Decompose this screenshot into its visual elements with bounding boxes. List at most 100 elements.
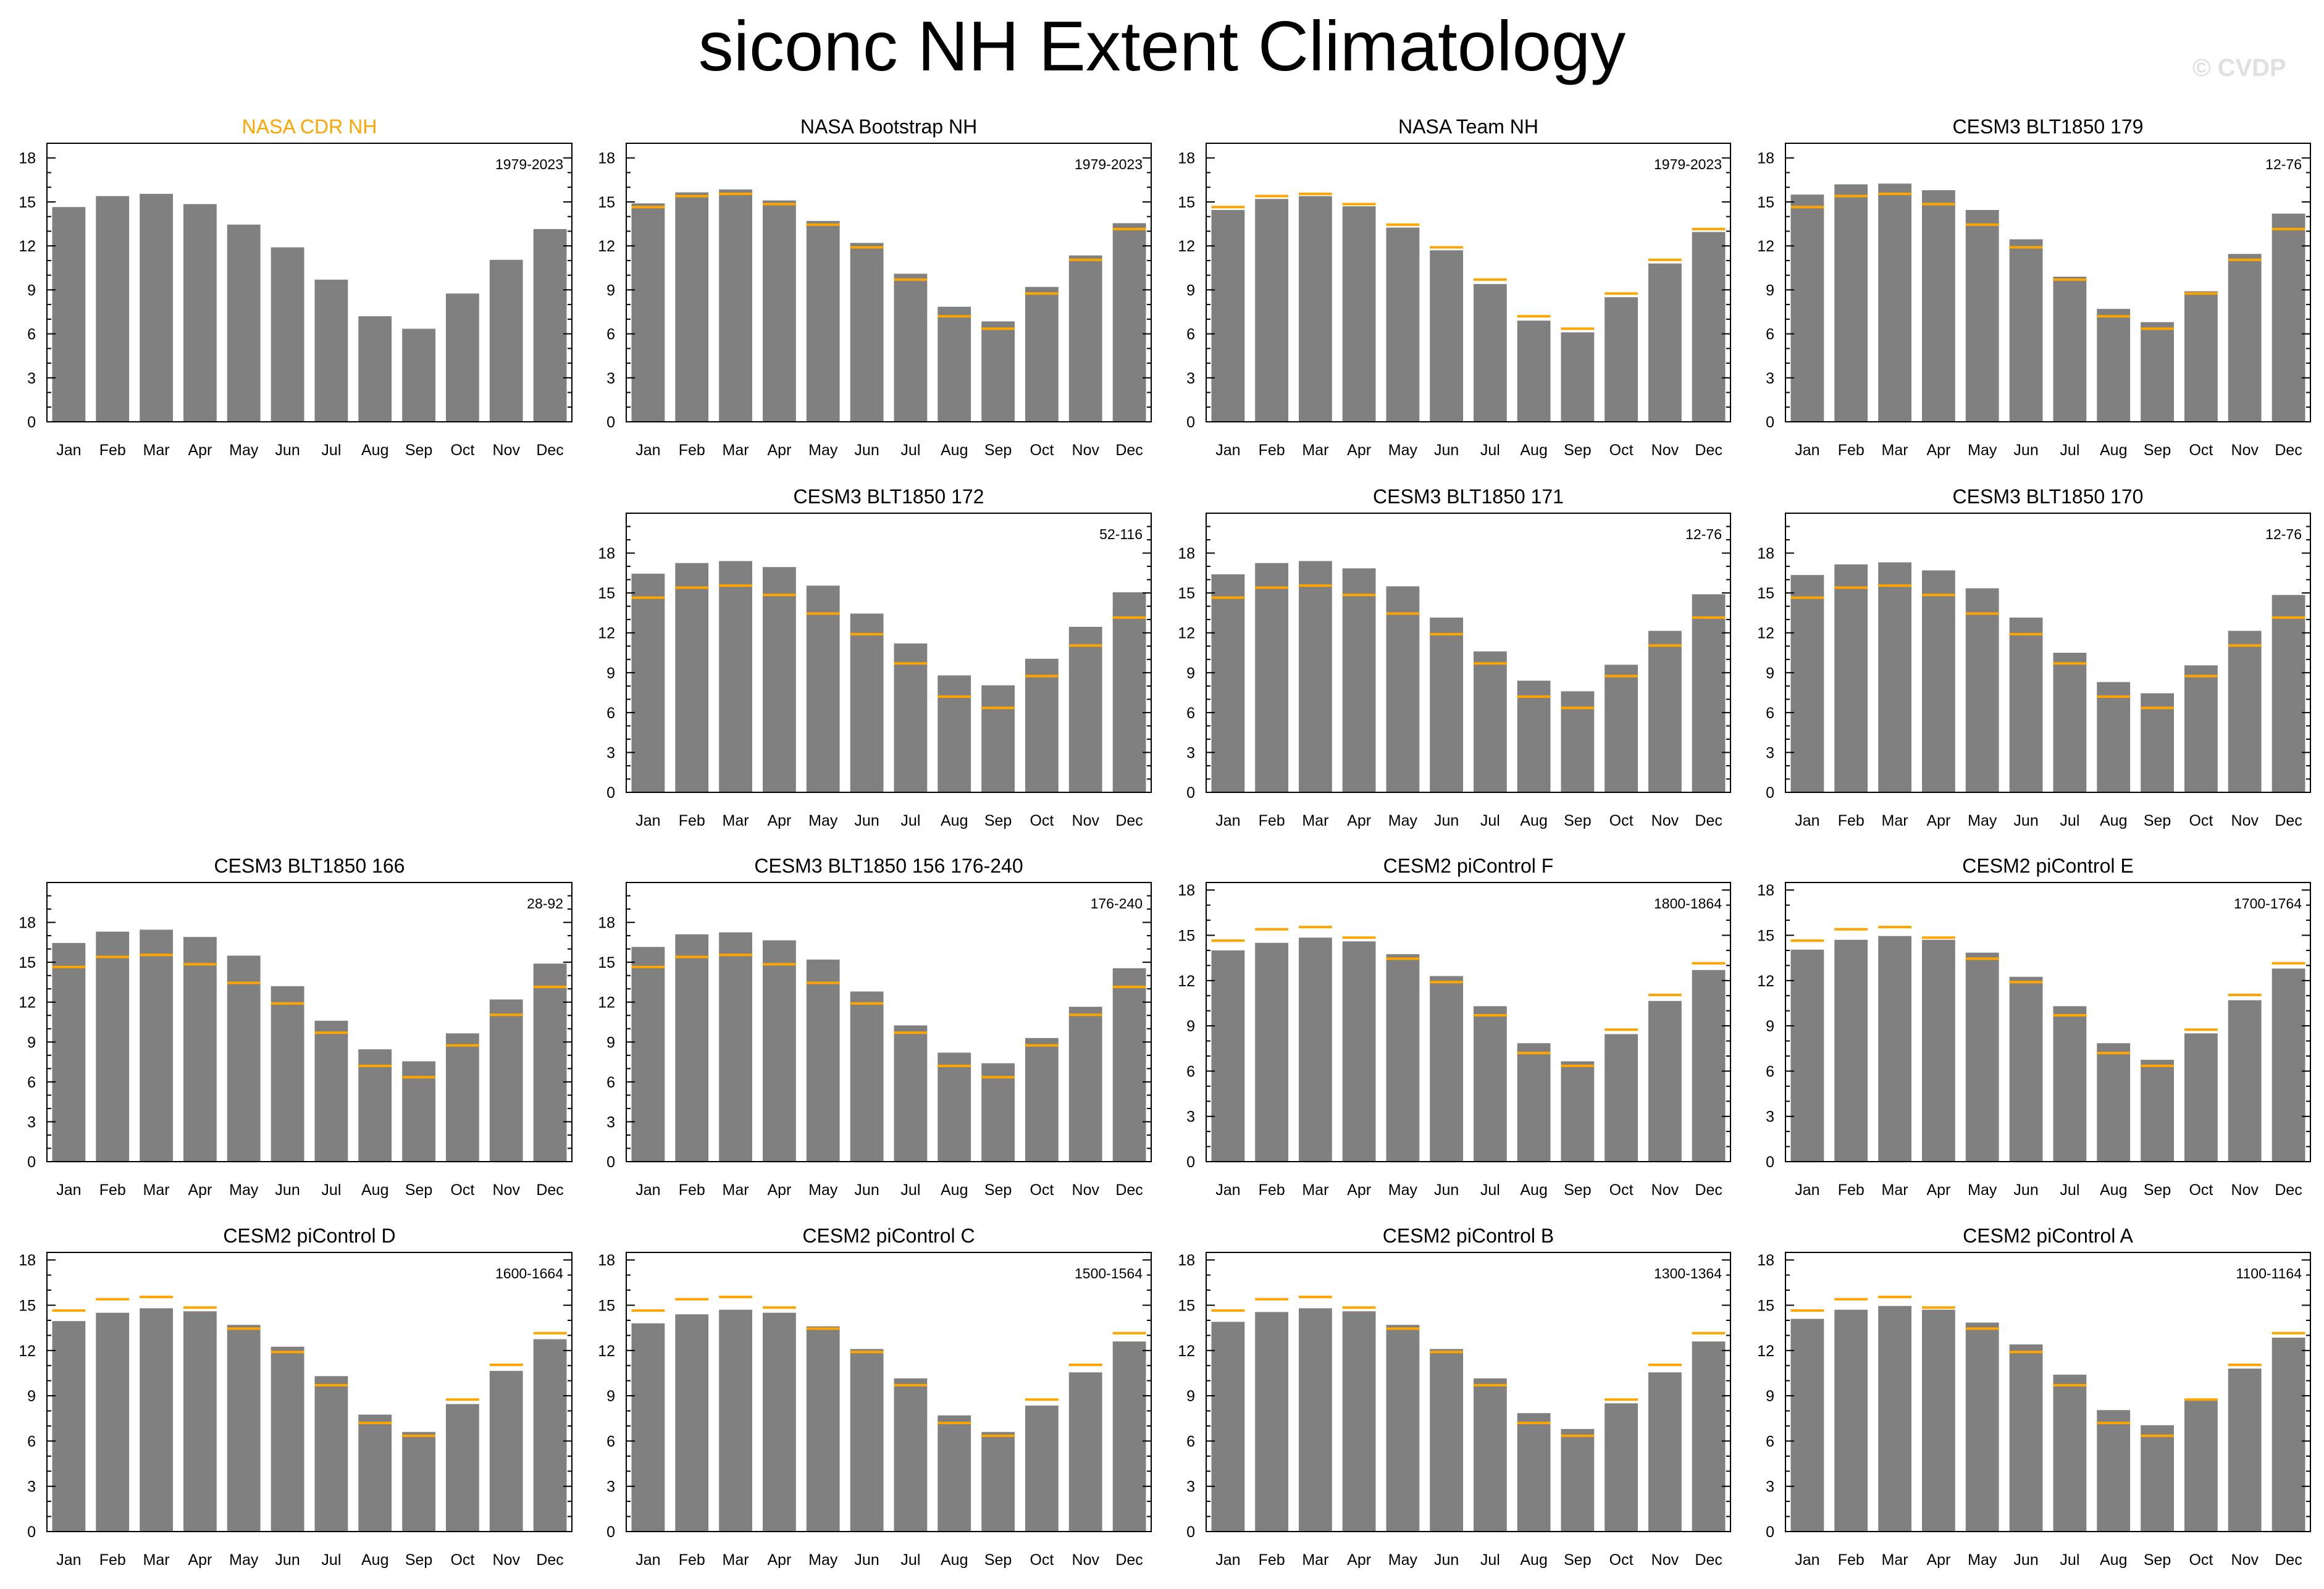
x-tick-label: Oct (1030, 1181, 1054, 1199)
x-tick-label: Mar (723, 1551, 749, 1569)
x-tick-label: Sep (405, 1551, 432, 1569)
y-tick-label: 18 (1757, 1252, 1774, 1269)
x-tick-label: Oct (450, 1181, 474, 1199)
bar (763, 1312, 796, 1532)
x-tick-label: Feb (99, 1551, 126, 1569)
panel-title: CESM2 piControl E (1962, 855, 2133, 877)
bar (227, 955, 261, 1162)
bar (631, 1323, 665, 1532)
y-tick-label: 0 (1766, 784, 1774, 802)
panel-title: CESM3 BLT1850 170 (1953, 485, 2144, 508)
x-tick-label: Feb (679, 442, 705, 459)
x-tick-label: May (808, 1181, 838, 1199)
x-tick-label: Aug (1520, 1551, 1547, 1569)
period-label: 12-76 (1685, 526, 1722, 542)
x-tick-label: Oct (450, 442, 474, 459)
bar (402, 329, 435, 422)
y-tick-label: 6 (606, 1074, 615, 1091)
bar (1648, 631, 1682, 792)
y-tick-label: 15 (1178, 585, 1195, 602)
plot-frame (1206, 1252, 1731, 1532)
plot-frame (1206, 143, 1731, 422)
x-tick-label: Jan (1215, 1181, 1240, 1199)
plot-frame (1206, 513, 1731, 793)
bar (1386, 227, 1420, 422)
chart-panel: CESM2 piControl A 0 3 6 9 12 15 18 Jan Feb Mar Apr M… (1757, 1225, 2311, 1569)
bar (2053, 653, 2087, 792)
x-tick-label: Apr (1926, 442, 1950, 459)
period-label: 1500-1564 (1075, 1265, 1143, 1281)
y-tick-label: 0 (1186, 784, 1195, 802)
x-tick-label: Jun (854, 442, 879, 459)
bar (271, 986, 304, 1162)
x-tick-label: Jul (2060, 812, 2079, 829)
y-tick-label: 0 (27, 1154, 36, 1171)
x-tick-label: Feb (1838, 442, 1865, 459)
panel-title: CESM2 piControl F (1383, 855, 1554, 877)
y-tick-label: 0 (1766, 1524, 1774, 1541)
bar (1605, 297, 1638, 422)
x-tick-label: Aug (2100, 1551, 2127, 1569)
bar (533, 963, 567, 1162)
y-tick-label: 18 (19, 150, 36, 167)
y-tick-label: 15 (19, 954, 36, 971)
x-tick-label: Feb (679, 1551, 705, 1569)
bar (1211, 574, 1245, 792)
x-tick-label: Aug (361, 442, 388, 459)
bar (981, 321, 1015, 422)
chart-panel: CESM2 piControl C 0 3 6 9 12 15 18 Jan Feb Mar Apr M… (598, 1225, 1152, 1569)
bar (938, 1415, 971, 1532)
bar (2272, 213, 2305, 422)
bar (719, 189, 752, 422)
bar (1834, 1309, 1868, 1532)
y-tick-label: 18 (1757, 545, 1774, 563)
x-tick-label: Jul (321, 442, 341, 459)
bar (1834, 184, 1868, 422)
plot-frame (1785, 513, 2311, 793)
x-tick-label: Jul (2060, 1181, 2079, 1199)
bar (1517, 1043, 1551, 1162)
bar (1605, 1403, 1638, 1532)
panel-title: CESM3 BLT1850 171 (1373, 485, 1564, 508)
x-tick-label: Apr (767, 1181, 791, 1199)
period-label: 1600-1664 (495, 1265, 563, 1281)
bar (1025, 658, 1059, 792)
bar (763, 200, 796, 422)
x-tick-label: Aug (2100, 812, 2127, 829)
x-tick-label: Apr (767, 812, 791, 829)
bar (2228, 1369, 2262, 1532)
bar (719, 561, 752, 792)
x-tick-label: Aug (941, 812, 968, 829)
y-tick-label: 6 (1766, 705, 1774, 722)
bar (314, 1020, 348, 1162)
y-tick-label: 18 (598, 915, 615, 932)
y-tick-label: 15 (598, 1298, 615, 1315)
x-tick-label: Jul (1480, 812, 1500, 829)
bar (1922, 939, 1955, 1162)
x-tick-label: Nov (2231, 1551, 2259, 1569)
bar (1474, 651, 1507, 792)
x-tick-label: Oct (2189, 1551, 2213, 1569)
bar (1692, 970, 1726, 1162)
bar (1790, 949, 1824, 1162)
x-tick-label: Sep (2144, 442, 2171, 459)
bar (1648, 1372, 1682, 1532)
x-tick-label: Aug (941, 1551, 968, 1569)
x-tick-label: Jan (636, 1181, 660, 1199)
y-tick-label: 9 (1766, 282, 1774, 299)
y-tick-label: 9 (1766, 665, 1774, 682)
bar (806, 220, 840, 422)
bar (2097, 309, 2131, 422)
x-tick-label: May (1968, 442, 1997, 459)
y-tick-label: 18 (598, 1252, 615, 1269)
bar (2009, 1344, 2043, 1532)
bar (806, 959, 840, 1162)
y-tick-label: 12 (19, 238, 36, 255)
x-tick-label: Mar (723, 1181, 749, 1199)
y-tick-label: 6 (1186, 705, 1195, 722)
y-tick-label: 12 (598, 238, 615, 255)
y-tick-label: 0 (606, 784, 615, 802)
x-tick-label: Oct (1609, 1181, 1634, 1199)
panel-title: CESM2 piControl A (1963, 1225, 2133, 1247)
x-tick-label: May (229, 1181, 259, 1199)
